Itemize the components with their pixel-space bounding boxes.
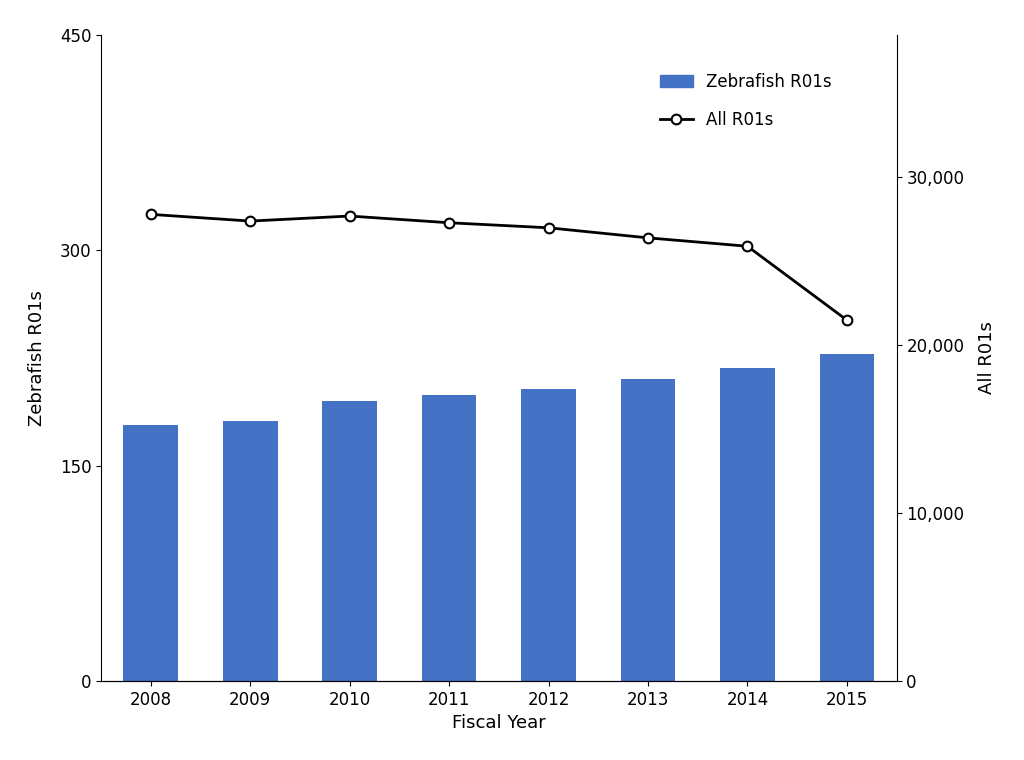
Y-axis label: Zebrafish R01s: Zebrafish R01s xyxy=(28,290,46,426)
Bar xyxy=(720,368,775,681)
Bar xyxy=(123,426,178,681)
Bar xyxy=(521,389,575,681)
Y-axis label: All R01s: All R01s xyxy=(978,321,996,394)
Bar xyxy=(223,421,278,681)
X-axis label: Fiscal Year: Fiscal Year xyxy=(452,714,546,732)
Bar xyxy=(422,395,476,681)
Bar xyxy=(621,379,676,681)
Bar xyxy=(819,353,874,681)
Legend: Zebrafish R01s, All R01s: Zebrafish R01s, All R01s xyxy=(643,56,849,145)
Bar xyxy=(323,401,377,681)
